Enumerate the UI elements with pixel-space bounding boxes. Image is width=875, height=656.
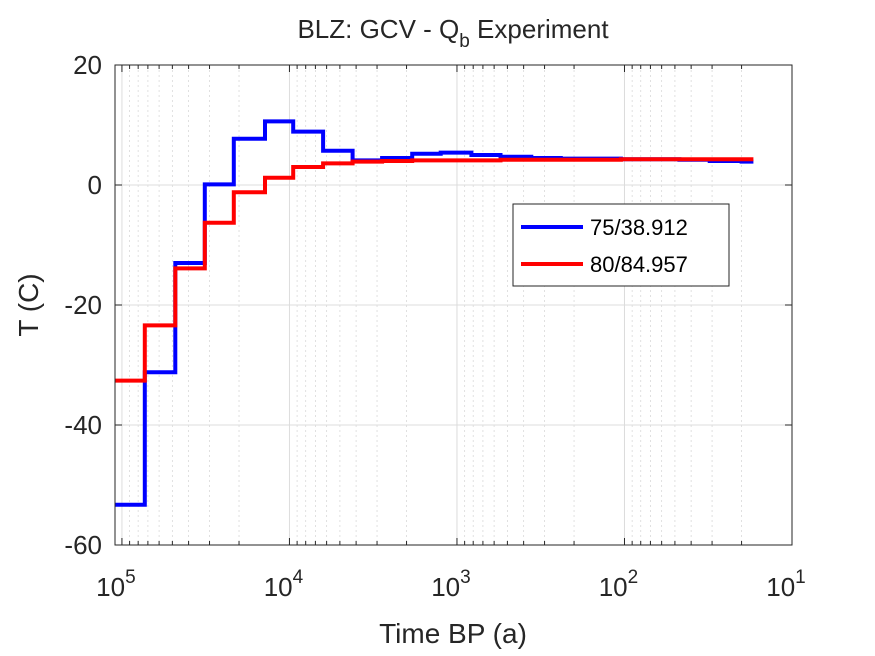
axis-ticks: 105 104 103 102 101 20 0 -20 -40 -60 xyxy=(64,50,805,602)
series-layer xyxy=(115,119,754,507)
legend-label-2: 80/84.957 xyxy=(590,252,688,277)
x-tick-label: 101 xyxy=(766,567,806,602)
y-tick-label: 0 xyxy=(88,170,102,200)
legend-label-1: 75/38.912 xyxy=(590,215,688,240)
legend-box xyxy=(512,203,730,287)
y-tick-label: -60 xyxy=(64,530,102,560)
x-axis-label: Time BP (a) xyxy=(379,618,527,649)
y-axis-label: T (C) xyxy=(13,273,44,336)
y-tick-label: -40 xyxy=(64,410,102,440)
title-subscript: b xyxy=(459,31,470,52)
x-tick-label: 102 xyxy=(599,567,639,602)
chart-title: BLZ: GCV - Qb Experiment xyxy=(297,14,609,52)
x-tick-label: 103 xyxy=(431,567,471,602)
x-tick-label: 105 xyxy=(96,567,136,602)
series-line-2 xyxy=(115,157,754,383)
title-suffix: Experiment xyxy=(470,14,609,44)
legend: 75/38.912 80/84.957 xyxy=(512,203,730,287)
y-tick-label: -20 xyxy=(64,290,102,320)
y-tick-label: 20 xyxy=(73,50,102,80)
x-tick-label: 104 xyxy=(264,567,304,602)
